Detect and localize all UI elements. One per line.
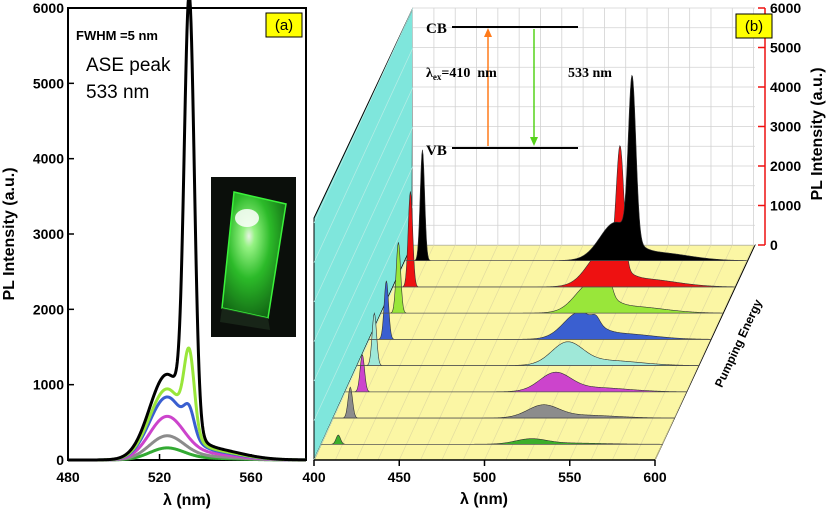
panel-b-y-tick-label: 5000	[770, 40, 801, 56]
panel-a-y-axis-title: PL Intensity (a.u.)	[1, 167, 18, 300]
panel-b-x-tick-label: 550	[558, 469, 582, 485]
excitation-arrowhead-icon	[484, 28, 492, 37]
panel-b-x-tick-label: 400	[302, 469, 326, 485]
panel-a-y-tick-label: 3000	[33, 226, 64, 242]
floor-grid-line	[420, 244, 520, 461]
panel-b-x-tick-label: 600	[643, 469, 667, 485]
floor-grid-line	[590, 244, 690, 461]
floor-grid-line	[462, 244, 563, 461]
panel-b-x-tick-label: 450	[388, 469, 412, 485]
vb-label: VB	[426, 143, 447, 159]
panel-a-series-line	[67, 0, 307, 462]
svg-text:(b): (b)	[745, 18, 763, 35]
panel-a-y-tick-label: 0	[56, 452, 64, 468]
floor-grid-line	[612, 244, 712, 461]
panel-a-y-tick-label: 2000	[33, 301, 64, 317]
emission-arrowhead-icon	[530, 137, 538, 146]
panel-b-y-axis-title: PL Intensity (a.u.)	[809, 67, 826, 200]
floor-grid-line	[484, 244, 584, 461]
floor-grid-line	[633, 244, 733, 461]
panel-a-x-tick-label: 520	[148, 469, 172, 485]
wall-grid-line	[313, 7, 414, 224]
panel-a-y-tick-label: 1000	[33, 377, 64, 393]
panel-a-y-tick-label: 4000	[33, 151, 64, 167]
wall-grid-line	[313, 165, 414, 382]
panel-b: 400 450 500 550 6000100020003000400050006000…	[302, 0, 826, 508]
wall-grid-line	[313, 126, 414, 342]
fwhm-annotation: FWHM =5 nm	[76, 28, 158, 43]
panel-a-axes: 0 1000 2000 3000 4000 5000 6000 480 520 560	[33, 0, 263, 485]
panel-b-x-axis-title: λ (nm)	[460, 491, 508, 508]
wall-grid-line	[313, 86, 414, 303]
ase-peak-label: ASE peak	[86, 55, 171, 76]
panel-b-label: (b)	[735, 13, 773, 39]
panel-a: 0 1000 2000 3000 4000 5000 6000 480 520 560 FWHM …	[1, 0, 307, 509]
floor-grid-line	[441, 244, 541, 461]
panel-b-y-tick-label: 6000	[770, 0, 801, 16]
panel-b-x-tick-label: 500	[473, 469, 497, 485]
floor-grid-line	[377, 244, 477, 461]
floor-grid-line	[334, 244, 435, 461]
panel-b-y-tick-label: 0	[770, 237, 778, 253]
emission-wavelength-label: 533 nm	[568, 66, 612, 81]
panel-b-series	[321, 74, 747, 445]
energy-level-diagram: CB VB λex=410 nm 533 nm	[426, 21, 612, 159]
panel-b-y-tick-label: 2000	[770, 158, 801, 174]
panel-a-y-tick-label: 6000	[33, 0, 64, 16]
excitation-wavelength-label: λex=410 nm	[426, 66, 497, 82]
floor-grid-line	[398, 244, 499, 461]
svg-text:(a): (a)	[275, 17, 293, 34]
panel-b-y-tick-label: 4000	[770, 79, 801, 95]
panel-a-x-tick-label: 480	[56, 469, 80, 485]
panel-a-y-tick-label: 5000	[33, 75, 64, 91]
panel-b-y-tick-label: 1000	[770, 198, 801, 214]
ase-peak-wavelength: 533 nm	[86, 82, 149, 103]
panel-a-series	[67, 0, 307, 462]
panel-a-label: (a)	[265, 12, 303, 38]
wall-grid-line	[313, 47, 414, 263]
floor-grid-line	[356, 244, 456, 461]
panel-a-x-tick-label: 560	[239, 469, 263, 485]
wall-grid-line	[313, 205, 414, 421]
panel-a-x-axis-title: λ (nm)	[163, 492, 211, 509]
floor-grid-line	[654, 244, 754, 461]
green-luminescent-film-photo	[211, 177, 296, 337]
panel-b-y-tick-label: 3000	[770, 119, 801, 135]
cb-label: CB	[426, 21, 447, 37]
